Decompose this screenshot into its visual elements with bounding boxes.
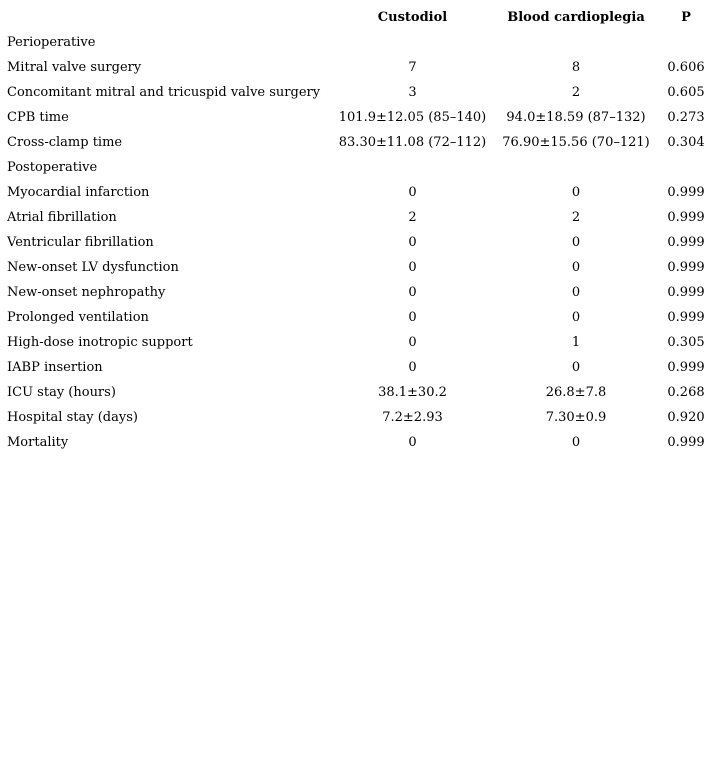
table-row: ICU stay (hours) 38.1±30.2 26.8±7.8 0.268: [0, 380, 710, 405]
custodiol-value: [335, 155, 490, 180]
custodiol-value: 2: [408, 210, 417, 225]
blood-cardioplegia-value: 1: [571, 335, 581, 350]
blood-cardioplegia-value: 2: [571, 210, 581, 225]
row-label: ICU stay (hours): [7, 385, 116, 400]
row-label: Postoperative: [7, 160, 98, 175]
custodiol-value: 0: [408, 235, 417, 250]
blood-cardioplegia-value: 2: [571, 85, 581, 100]
row-label: Mitral valve surgery: [7, 60, 142, 75]
table-row: Ventricular fibrillation 0 0 0.999: [0, 230, 710, 255]
custodiol-value: 0: [408, 435, 417, 450]
row-label: New-onset nephropathy: [7, 285, 166, 300]
blood-cardioplegia-value: 0: [571, 360, 581, 375]
custodiol-value: 3: [408, 85, 417, 100]
row-label: Concomitant mitral and tricuspid valve s…: [7, 85, 321, 100]
blood-cardioplegia-value: 0: [571, 235, 581, 250]
blood-cardioplegia-value: 94.0±18.59 (87–132): [506, 110, 646, 125]
blood-cardioplegia-value: [490, 155, 662, 180]
row-label: Ventricular fibrillation: [7, 235, 154, 250]
p-value: 0.305: [667, 335, 705, 350]
custodiol-value: 38.1±30.2: [378, 385, 447, 400]
table-row: Cross-clamp time 83.30±11.08 (72–112) 76.9…: [0, 130, 710, 155]
row-label: CPB time: [7, 110, 69, 125]
blood-cardioplegia-value: 0: [571, 310, 581, 325]
row-label: Atrial fibrillation: [7, 210, 117, 225]
blood-cardioplegia-value: 26.8±7.8: [545, 385, 607, 400]
custodiol-value: 101.9±12.05 (85–140): [338, 110, 487, 125]
row-label: Myocardial infarction: [7, 185, 150, 200]
blood-cardioplegia-value: 0: [571, 260, 581, 275]
blood-cardioplegia-value: 0: [571, 435, 581, 450]
table-row: Mitral valve surgery 7 8 0.606: [0, 55, 710, 80]
row-label: IABP insertion: [7, 360, 103, 375]
blood-cardioplegia-value: 8: [571, 60, 581, 75]
empty-header-cell: [0, 5, 335, 30]
p-value: 0.920: [667, 410, 705, 425]
table-row: New-onset nephropathy 0 0 0.999: [0, 280, 710, 305]
table-row: Hospital stay (days) 7.2±2.93 7.30±0.9 0.92…: [0, 405, 710, 430]
table-row: New-onset LV dysfunction 0 0 0.999: [0, 255, 710, 280]
p-value: 0.999: [667, 210, 705, 225]
p-value: 0.273: [667, 110, 705, 125]
custodiol-value: 7: [408, 60, 417, 75]
table-row: High-dose inotropic support 0 1 0.305: [0, 330, 710, 355]
custodiol-value: 0: [408, 360, 417, 375]
table-row: IABP insertion 0 0 0.999: [0, 355, 710, 380]
custodiol-value: 83.30±11.08 (72–112): [338, 135, 487, 150]
p-value: 0.999: [667, 185, 705, 200]
row-label: High-dose inotropic support: [7, 335, 193, 350]
p-value: [662, 155, 710, 180]
table-header-row: Custodiol Blood cardioplegia P: [0, 5, 710, 30]
table-row: Perioperative: [0, 30, 710, 55]
table-row: Postoperative: [0, 155, 710, 180]
custodiol-value: 0: [408, 185, 417, 200]
p-column-header: P: [681, 10, 691, 25]
table-row: Concomitant mitral and tricuspid valve s…: [0, 80, 710, 105]
blood-cardioplegia-column-header: Blood cardioplegia: [507, 10, 645, 25]
p-value: 0.999: [667, 285, 705, 300]
p-value: 0.999: [667, 260, 705, 275]
p-value: 0.606: [667, 60, 705, 75]
custodiol-value: 0: [408, 260, 417, 275]
p-value: 0.999: [667, 360, 705, 375]
custodiol-value: 0: [408, 310, 417, 325]
p-value: 0.304: [667, 135, 705, 150]
custodiol-value: [335, 30, 490, 55]
custodiol-value: 0: [408, 285, 417, 300]
p-value: 0.268: [667, 385, 705, 400]
p-value: 0.999: [667, 235, 705, 250]
custodiol-value: 0: [408, 335, 417, 350]
row-label: Perioperative: [7, 35, 96, 50]
table-row: Myocardial infarction 0 0 0.999: [0, 180, 710, 205]
row-label: Hospital stay (days): [7, 410, 138, 425]
blood-cardioplegia-value: [490, 30, 662, 55]
custodiol-value: 7.2±2.93: [382, 410, 443, 425]
blood-cardioplegia-value: 7.30±0.9: [545, 410, 607, 425]
custodiol-column-header: Custodiol: [377, 10, 448, 25]
blood-cardioplegia-value: 0: [571, 185, 581, 200]
p-value: 0.999: [667, 435, 705, 450]
table-row: Atrial fibrillation 2 2 0.999: [0, 205, 710, 230]
blood-cardioplegia-value: 0: [571, 285, 581, 300]
outcomes-comparison-table: Custodiol Blood cardioplegia P Periopera…: [0, 5, 710, 455]
table-row: Mortality 0 0 0.999: [0, 430, 710, 455]
p-value: 0.999: [667, 310, 705, 325]
row-label: Prolonged ventilation: [7, 310, 149, 325]
row-label: Mortality: [7, 435, 69, 450]
p-value: 0.605: [667, 85, 705, 100]
table-row: CPB time 101.9±12.05 (85–140) 94.0±18.59 (…: [0, 105, 710, 130]
p-value: [662, 30, 710, 55]
table-row: Prolonged ventilation 0 0 0.999: [0, 305, 710, 330]
blood-cardioplegia-value: 76.90±15.56 (70–121): [502, 135, 650, 150]
row-label: New-onset LV dysfunction: [7, 260, 179, 275]
row-label: Cross-clamp time: [7, 135, 123, 150]
